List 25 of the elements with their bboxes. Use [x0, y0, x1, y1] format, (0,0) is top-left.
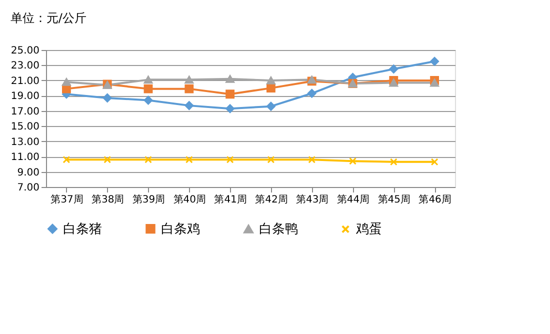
y-tick-label: 7.00 — [17, 182, 40, 194]
y-tick-label: 9.00 — [17, 167, 40, 178]
y-tick-label: 25.00 — [10, 46, 40, 56]
x-tick-label: 第38周 — [91, 194, 124, 206]
y-tick-label: 11.00 — [10, 152, 40, 164]
y-tick-label: 21.00 — [10, 76, 40, 87]
x-tick-label: 第37周 — [50, 194, 84, 206]
legend-label: 白条鸡 — [161, 222, 200, 237]
y-tick-label: 23.00 — [10, 60, 40, 72]
chart-title: 单位：元/公斤 — [10, 11, 86, 25]
x-tick-label: 第41周 — [214, 194, 247, 206]
x-tick-label: 第45周 — [378, 194, 411, 206]
x-tick-label: 第44周 — [336, 194, 370, 206]
legend-label: 白条猪 — [63, 222, 102, 237]
y-tick-label: 13.00 — [10, 136, 40, 148]
x-tick-label: 第46周 — [418, 194, 452, 206]
x-tick-label: 第39周 — [132, 194, 166, 206]
y-tick-label: 17.00 — [10, 106, 40, 118]
x-tick-label: 第42周 — [255, 194, 288, 206]
x-tick-label: 第43周 — [296, 194, 329, 206]
x-tick-label: 第40周 — [173, 194, 206, 206]
legend-label: 白条鸭 — [259, 222, 298, 238]
legend-label: 鸡蛋 — [355, 222, 382, 238]
y-tick-label: 19.00 — [10, 91, 40, 102]
y-tick-label: 15.00 — [10, 122, 40, 133]
